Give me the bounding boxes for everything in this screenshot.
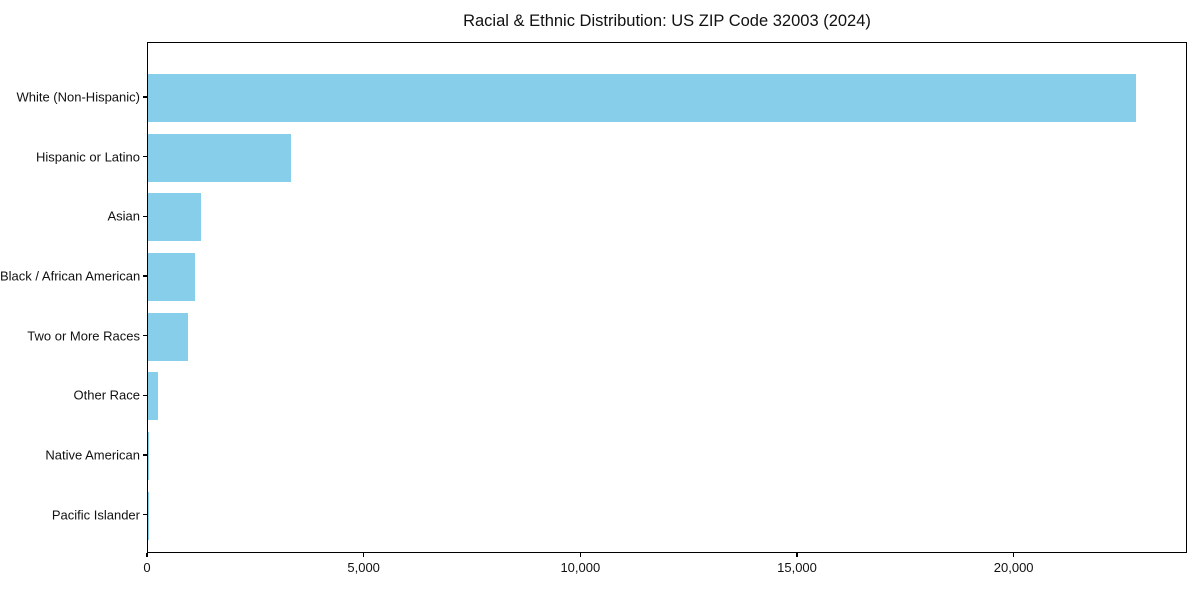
y-tick-mark <box>143 334 147 337</box>
y-tick-label: Asian <box>107 208 140 224</box>
bar <box>148 74 1136 122</box>
x-tick-mark <box>796 553 798 557</box>
y-tick-label: Native American <box>45 447 140 463</box>
bar <box>148 431 150 480</box>
x-tick-mark <box>1012 553 1015 557</box>
bar <box>148 133 291 182</box>
y-tick-mark <box>143 96 147 98</box>
y-tick-mark <box>143 454 147 456</box>
y-tick-label: White (Non-Hispanic) <box>16 89 140 105</box>
x-tick-label: 20,000 <box>993 560 1034 575</box>
x-tick-mark <box>579 553 582 557</box>
x-tick-mark <box>146 553 148 557</box>
y-tick-mark <box>143 215 147 218</box>
plot-area <box>147 42 1187 553</box>
y-tick-label: Hispanic or Latino <box>35 149 140 165</box>
bar <box>148 312 189 361</box>
x-tick-mark <box>362 553 365 557</box>
bar <box>148 193 202 242</box>
x-tick-label: 15,000 <box>777 560 817 575</box>
bar <box>148 372 158 421</box>
y-tick-label: Black / African American <box>0 268 141 284</box>
x-tick-label: 0 <box>143 560 151 575</box>
y-tick-mark <box>143 155 147 158</box>
x-tick-label: 5,000 <box>347 560 380 575</box>
y-tick-mark <box>143 275 147 277</box>
y-tick-mark <box>143 513 147 516</box>
chart-title: Racial & Ethnic Distribution: US ZIP Cod… <box>463 12 871 30</box>
x-tick-label: 10,000 <box>560 560 601 575</box>
bar <box>148 252 196 301</box>
y-tick-label: Other Race <box>73 387 140 403</box>
y-tick-mark <box>143 394 147 396</box>
y-tick-label: Pacific Islander <box>51 507 140 523</box>
y-tick-label: Two or More Races <box>27 328 140 344</box>
